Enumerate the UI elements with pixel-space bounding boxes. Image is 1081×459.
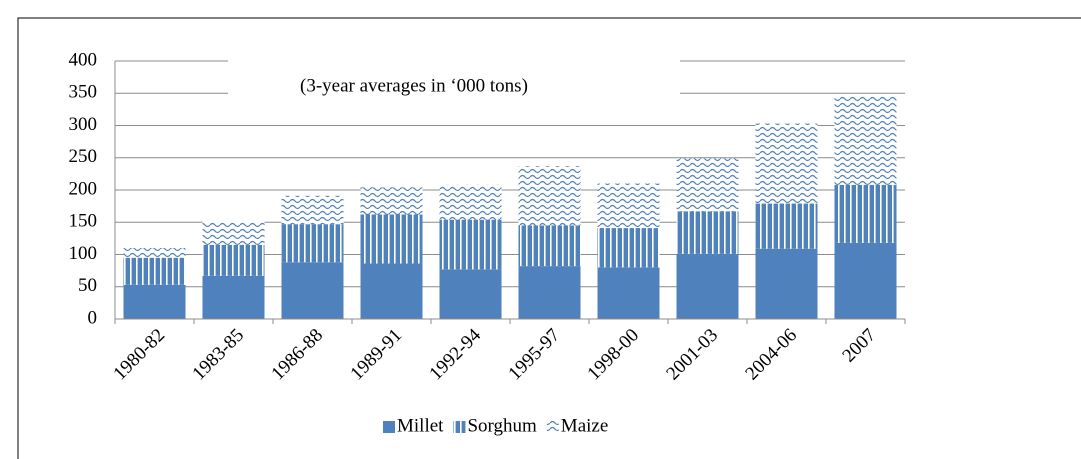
bar-segment: [597, 183, 660, 229]
bar-segment: [202, 275, 265, 319]
x-tick-label: 2004-06: [741, 325, 801, 385]
x-tick-label: 1989-91: [346, 325, 406, 385]
bar-segment: [755, 248, 818, 319]
legend-swatch: [546, 421, 559, 433]
x-tick-label: 1992-94: [425, 324, 485, 384]
bar-segment: [281, 224, 344, 263]
annotation: (3-year averages in ‘000 tons): [300, 75, 528, 96]
y-tick-label: 400: [69, 49, 98, 70]
x-tick-label: 2001-03: [662, 325, 722, 385]
y-tick-label: 0: [88, 307, 98, 328]
y-tick-label: 200: [69, 178, 98, 199]
bar-segment: [755, 123, 818, 204]
legend-label: Maize: [561, 415, 608, 436]
bar-segment: [518, 266, 581, 319]
bar-segment: [834, 242, 897, 319]
y-tick-label: 100: [69, 243, 98, 264]
bar-segment: [676, 211, 739, 254]
bar-segment: [676, 158, 739, 212]
x-tick-label: 1983-85: [188, 325, 248, 385]
bar-segment: [202, 220, 265, 245]
x-tick-label: 2007: [838, 325, 880, 367]
legend-label: Sorghum: [467, 415, 537, 436]
legend-swatch: [453, 421, 466, 433]
x-tick-label: 1995-97: [504, 325, 564, 385]
bar-segment: [518, 166, 581, 226]
x-tick-label: 1980-82: [109, 325, 169, 385]
frame: [17, 17, 1081, 459]
bar-segment: [755, 203, 818, 249]
annotation-box: [228, 57, 680, 101]
x-tick-label: 1986-88: [267, 325, 327, 385]
bar-segment: [676, 253, 739, 319]
bar-segment: [202, 244, 265, 276]
legend-swatch: [383, 421, 395, 433]
bar-segment: [834, 184, 897, 243]
bar-segment: [123, 284, 186, 319]
bar-segment: [439, 184, 502, 220]
x-tick-label: 1998-00: [583, 325, 643, 385]
bar-segment: [439, 269, 502, 319]
bar-segment: [834, 95, 897, 185]
bar-segment: [360, 187, 423, 215]
y-tick-label: 350: [69, 82, 98, 103]
bar-segment: [123, 248, 186, 258]
y-tick-label: 150: [69, 211, 98, 232]
bar-segment: [597, 228, 660, 268]
bar-segment: [518, 225, 581, 267]
bar-segment: [597, 267, 660, 319]
bar-segment: [281, 195, 344, 225]
y-tick-label: 50: [78, 275, 97, 296]
bar-segment: [439, 219, 502, 270]
y-tick-label: 300: [69, 114, 98, 135]
y-tick-label: 250: [69, 146, 98, 167]
bar-segment: [123, 257, 186, 285]
bar-segment: [360, 214, 423, 264]
bar-segment: [281, 262, 344, 319]
bar-segment: [360, 263, 423, 319]
legend-label: Millet: [397, 415, 444, 436]
